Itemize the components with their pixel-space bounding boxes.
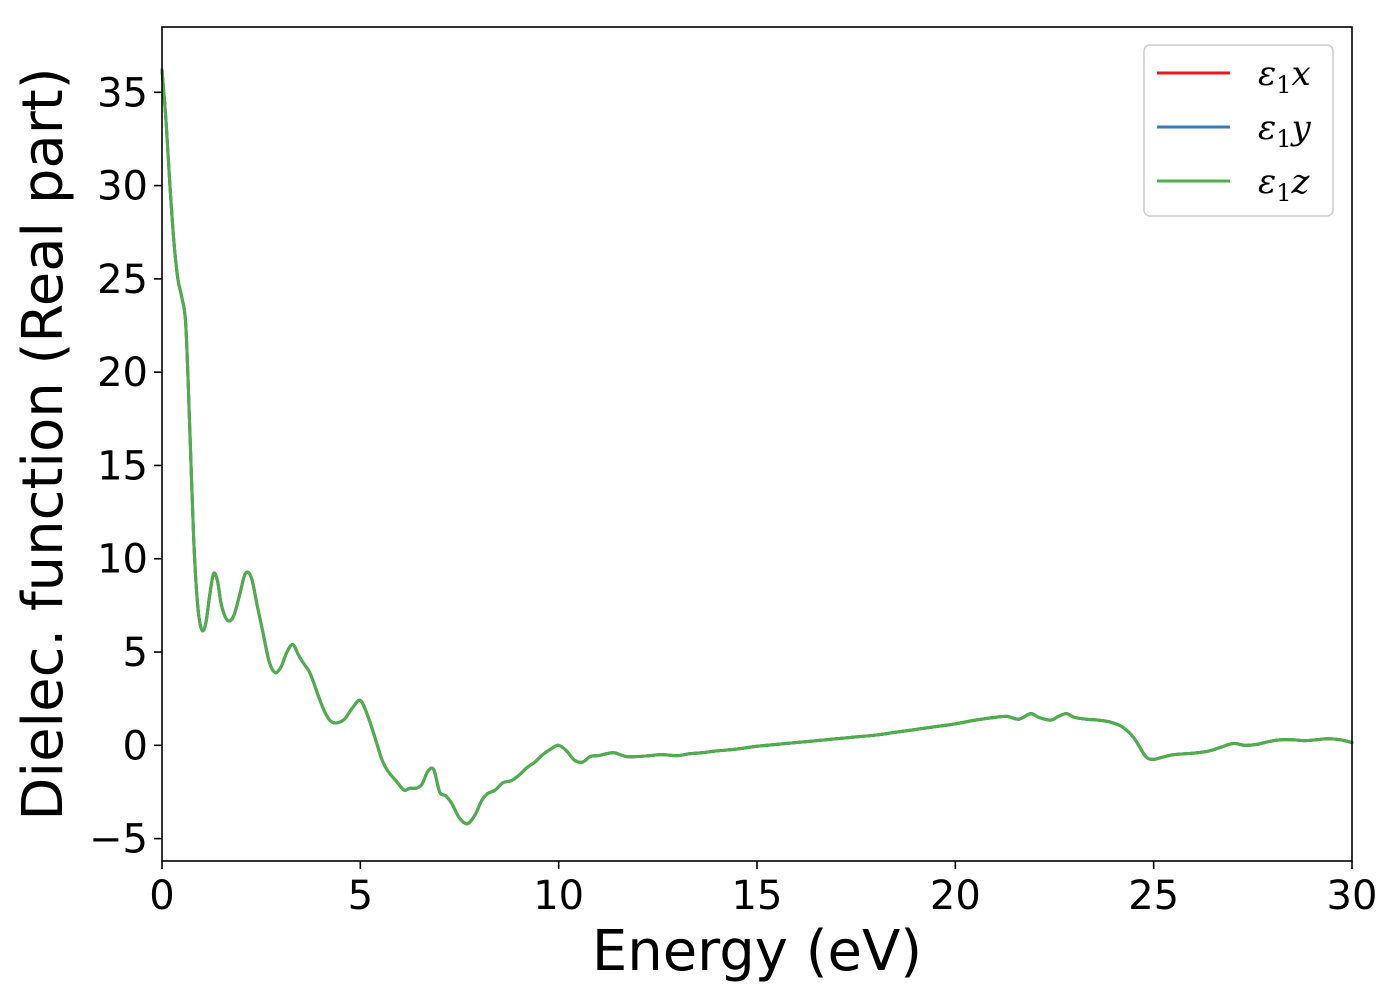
y-tick-label: 10 [97,537,148,583]
legend-label: ε1x [1258,54,1311,99]
x-tick-label: 5 [348,873,373,919]
x-tick-label: 15 [732,873,783,919]
y-tick-label: 35 [97,70,148,116]
x-axis-ticks: 0 5 10 15 20 25 30 [149,861,1377,919]
legend-label: ε1y [1258,108,1312,153]
y-tick-label: −5 [89,817,148,863]
y-tick-label: 15 [97,443,148,489]
x-tick-label: 25 [1128,873,1179,919]
series-line-3 [160,68,1354,826]
y-tick-label: 25 [97,257,148,303]
x-tick-label: 10 [533,873,584,919]
legend: ε1x ε1y ε1z [1143,44,1334,217]
x-tick-label: 0 [149,873,174,919]
legend-box [1143,44,1334,217]
series-layer [160,68,1354,826]
legend-entries: ε1x ε1y ε1z [1157,54,1312,207]
x-axis-label: Energy (eV) [592,919,922,984]
y-tick-label: 5 [123,630,148,676]
y-axis-ticks: −5 0 5 10 15 20 25 30 35 [89,70,162,863]
x-tick-label: 20 [930,873,981,919]
legend-label: ε1z [1258,162,1311,207]
y-tick-label: 0 [123,723,148,769]
y-tick-label: 30 [97,164,148,210]
y-axis-label: Dielec. function (Real part) [11,67,76,820]
y-tick-label: 20 [97,350,148,396]
x-tick-label: 30 [1327,873,1378,919]
